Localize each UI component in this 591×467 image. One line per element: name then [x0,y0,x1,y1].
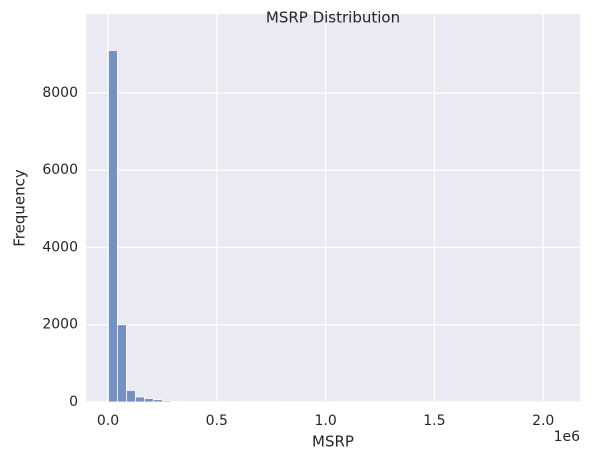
plot-background [86,14,580,402]
y-tick-label: 0 [69,394,78,410]
y-tick-label: 4000 [42,239,78,255]
y-tick-label: 2000 [42,317,78,333]
x-tick-label: 0.0 [97,413,119,429]
bar [108,51,117,402]
bar [144,399,153,402]
y-axis-label: Frequency [11,169,29,247]
x-tick-label: 0.5 [206,413,228,429]
y-tick-label: 8000 [42,85,78,101]
x-tick-label: 1.0 [314,413,336,429]
x-tick-label: 2.0 [532,413,554,429]
bar [153,400,162,402]
x-tick-label: 1.5 [423,413,445,429]
bar [171,401,180,402]
x-axis-label: MSRP [312,433,354,451]
bar [180,401,189,402]
bar [126,390,135,402]
chart-title: MSRP Distribution [266,9,400,27]
bar [117,325,126,402]
x-offset-label: 1e6 [554,429,581,445]
y-tick-label: 6000 [42,162,78,178]
bar [135,397,144,402]
bar [162,401,171,402]
